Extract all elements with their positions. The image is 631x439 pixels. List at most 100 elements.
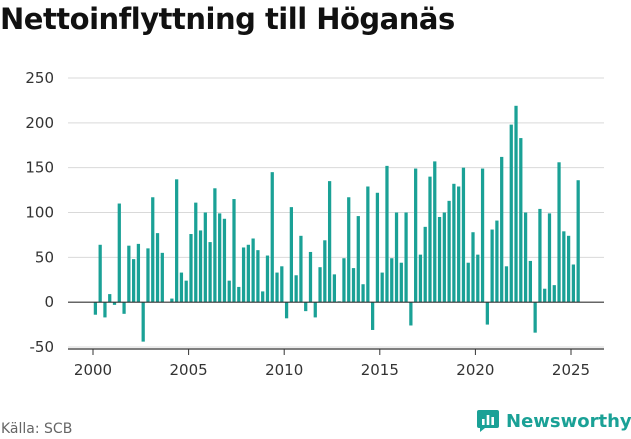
brand-logo[interactable]: Newsworthy (476, 409, 631, 433)
bar (203, 212, 207, 303)
bar (433, 161, 437, 303)
bar (571, 264, 576, 303)
y-tick-label: 100 (25, 204, 54, 222)
source-note: Källa: SCB (1, 421, 73, 437)
bar (566, 235, 571, 303)
bar (523, 212, 528, 303)
bar (356, 216, 360, 303)
bar (251, 238, 255, 303)
y-tick-label: -50 (30, 338, 55, 356)
bar (418, 254, 423, 303)
bar (323, 240, 327, 303)
bar (261, 291, 265, 303)
bar (576, 180, 580, 303)
bar (117, 203, 121, 303)
bar (327, 181, 332, 303)
bar (127, 245, 131, 303)
bar (179, 272, 184, 303)
x-tick-label: 2025 (552, 361, 590, 379)
x-tick-label: 2020 (456, 361, 494, 379)
bar (504, 266, 509, 303)
bar (375, 192, 380, 303)
y-tick-label: 0 (44, 293, 54, 311)
bar (404, 212, 408, 303)
bar (232, 199, 236, 303)
bar (428, 176, 432, 303)
bar (246, 244, 250, 303)
bar (237, 286, 241, 303)
bar (442, 212, 446, 303)
bar (476, 254, 480, 303)
y-axis-tick-labels: -50 0 50 100 150 200 250 (25, 69, 54, 356)
bar (547, 213, 552, 303)
bar (284, 302, 289, 319)
bar (318, 267, 322, 303)
bar (447, 200, 451, 303)
bar (294, 275, 298, 303)
x-axis-tick-labels: 2000 2005 2010 2015 2020 2025 (74, 361, 590, 379)
bar (361, 284, 365, 303)
bar (394, 212, 399, 303)
bar (218, 213, 222, 303)
bar (112, 302, 117, 305)
bar (423, 226, 427, 303)
bar (208, 242, 212, 303)
bars (93, 105, 580, 342)
bar (270, 172, 274, 303)
bar (533, 302, 537, 333)
bar (562, 231, 566, 303)
bar (351, 268, 356, 303)
bar (332, 274, 337, 303)
bar (471, 232, 475, 303)
bar (256, 250, 260, 303)
bar (98, 244, 102, 303)
bar (189, 234, 193, 303)
x-tick-label: 2000 (74, 361, 112, 379)
bar (457, 186, 461, 303)
bar (108, 294, 112, 303)
bar (265, 255, 270, 303)
x-tick-label: 2010 (265, 361, 303, 379)
bar (136, 243, 141, 303)
bar (490, 229, 494, 303)
bar (414, 168, 418, 303)
x-tick-label: 2015 (361, 361, 399, 379)
bar (514, 105, 518, 303)
bar (461, 167, 466, 303)
bar (371, 302, 375, 330)
newsworthy-logo-icon (477, 410, 499, 432)
bar (222, 218, 227, 303)
bar (194, 202, 198, 303)
bar (437, 216, 442, 303)
bar (390, 258, 394, 303)
bar (151, 197, 155, 303)
bar (132, 259, 136, 303)
x-axis (68, 301, 604, 355)
chart-title: Nettoinflyttning till Höganäs (0, 2, 455, 36)
bar (170, 298, 174, 303)
bar (500, 156, 504, 303)
bar (141, 302, 145, 342)
bar (385, 165, 389, 303)
bar (409, 302, 413, 326)
bar (198, 230, 203, 303)
bar (366, 186, 370, 303)
bar (213, 188, 217, 303)
bar (175, 179, 179, 303)
bar (495, 220, 499, 303)
bar (342, 258, 346, 303)
y-tick-label: 150 (25, 159, 54, 177)
gridlines (68, 77, 604, 348)
bar (227, 280, 231, 303)
bar (528, 260, 532, 303)
y-tick-label: 250 (25, 69, 54, 87)
bar (485, 302, 489, 325)
bar (275, 272, 279, 303)
bar (538, 208, 542, 303)
bar (103, 302, 107, 318)
bar (241, 247, 246, 303)
bar (313, 302, 317, 318)
bar (308, 251, 313, 303)
bar (452, 183, 456, 303)
